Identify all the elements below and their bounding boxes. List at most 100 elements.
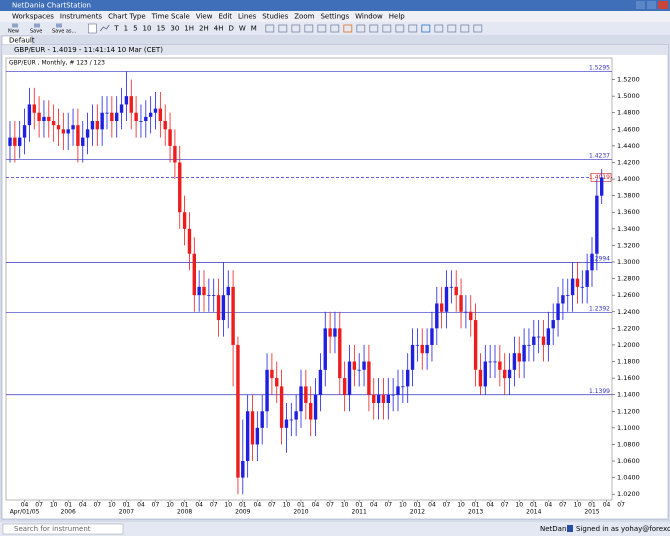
period-button[interactable]: M <box>251 25 257 33</box>
candle-body <box>541 336 546 345</box>
period-button[interactable]: 4H <box>214 25 224 33</box>
x-tick-label: 01 <box>64 502 72 509</box>
candle-body <box>600 177 604 196</box>
period-button[interactable]: 30 <box>170 25 179 33</box>
menu-item[interactable]: Help <box>389 13 406 21</box>
x-tick-label: 07 <box>501 502 509 509</box>
period-button[interactable]: 2H <box>199 25 209 33</box>
candle-body <box>386 394 390 403</box>
x-tick-label: 04 <box>137 502 145 509</box>
x-tick-label: 04 <box>21 502 29 509</box>
x-year-label: 2008 <box>177 509 192 516</box>
candle-body <box>595 195 599 254</box>
tool-icon[interactable] <box>395 24 405 33</box>
tool-icon[interactable] <box>291 24 301 33</box>
x-tick-label: 07 <box>617 502 625 509</box>
search-placeholder[interactable]: Search for instrument <box>14 525 91 533</box>
candle-body <box>139 121 143 122</box>
candle-body <box>27 104 32 126</box>
x-tick-label: 04 <box>79 502 87 509</box>
tool-icon[interactable] <box>304 24 314 33</box>
menu-item[interactable]: Settings <box>320 13 349 21</box>
y-tick-label: 1.4800 <box>617 109 640 117</box>
candle-body <box>202 286 206 296</box>
y-tick-label: 1.2200 <box>617 324 640 332</box>
y-tick-label: 1.4400 <box>617 142 640 150</box>
candle-body <box>124 96 129 105</box>
x-year-label: 2015 <box>584 509 599 516</box>
candle-body <box>47 116 51 122</box>
candle-body <box>158 108 163 122</box>
menu-item[interactable]: Edit <box>218 13 232 21</box>
menu-item[interactable]: Time Scale <box>151 13 190 21</box>
chart-type-icon[interactable] <box>88 23 97 34</box>
candle-body <box>221 295 226 321</box>
period-button[interactable]: 1 <box>124 25 128 33</box>
tab-label[interactable]: Default <box>9 37 35 45</box>
period-button[interactable]: 10 <box>143 25 152 33</box>
tool-icon[interactable] <box>408 24 418 33</box>
period-button[interactable]: 1H <box>184 25 194 33</box>
tool-icon[interactable] <box>421 24 431 33</box>
close-button[interactable] <box>658 1 668 9</box>
menu-item[interactable]: Instruments <box>60 13 103 21</box>
menu-item[interactable]: Chart Type <box>108 13 146 21</box>
minimize-button[interactable] <box>636 1 645 9</box>
period-button[interactable]: D <box>228 25 233 33</box>
period-button[interactable]: 5 <box>133 25 137 33</box>
candle-body <box>522 344 526 362</box>
tool-icon[interactable] <box>265 24 275 33</box>
signed-in: Signed in as yohay@forexcrunch.com <box>576 525 670 533</box>
menu-item[interactable]: Workspaces <box>12 13 54 21</box>
menu-item[interactable]: Zoom <box>294 13 314 21</box>
candle-body <box>556 303 560 321</box>
x-tick-label: 04 <box>545 502 553 509</box>
toolbar-icon[interactable] <box>34 23 40 28</box>
toolbar-icon[interactable] <box>12 23 18 28</box>
tool-icon[interactable] <box>382 24 392 33</box>
x-tick-label: 01 <box>472 502 480 509</box>
period-button[interactable]: W <box>239 25 246 33</box>
level-label: 1.1399 <box>589 388 610 395</box>
x-tick-label: 01 <box>297 502 305 509</box>
candle-body <box>119 104 124 113</box>
tool-icon[interactable] <box>317 24 327 33</box>
candle-body <box>362 361 366 370</box>
candle-body <box>396 386 400 395</box>
candle-body <box>100 112 104 130</box>
maximize-button[interactable] <box>647 1 656 9</box>
candle-body <box>289 419 293 421</box>
period-button[interactable]: T <box>113 25 119 33</box>
menu-item[interactable]: Studies <box>262 13 288 21</box>
menu-item[interactable]: View <box>196 13 213 21</box>
toolbar-button[interactable]: Save <box>30 29 42 35</box>
y-tick-label: 1.2800 <box>617 275 640 283</box>
tool-icon[interactable] <box>434 24 444 33</box>
line-icon[interactable] <box>100 24 110 32</box>
candle-body <box>299 386 303 412</box>
menu-bar <box>0 11 670 22</box>
menu-item[interactable]: Lines <box>238 13 257 21</box>
brand: NetDania <box>540 525 573 533</box>
period-button[interactable]: 15 <box>156 25 165 33</box>
tool-icon[interactable] <box>473 24 483 33</box>
candle-body <box>110 112 114 122</box>
candle-body <box>81 137 85 146</box>
tool-icon[interactable] <box>369 24 379 33</box>
toolbar-icon[interactable] <box>56 23 62 28</box>
menu-item[interactable]: Window <box>355 13 383 21</box>
tool-icon[interactable] <box>343 24 353 33</box>
tool-icon[interactable] <box>447 24 457 33</box>
tool-icon[interactable] <box>460 24 470 33</box>
search-box[interactable] <box>2 523 124 535</box>
candle-body <box>536 336 541 338</box>
toolbar-button[interactable]: New <box>8 29 19 35</box>
candle-body <box>338 328 342 379</box>
candle-body <box>90 121 95 130</box>
tool-icon[interactable] <box>278 24 288 33</box>
tool-icon[interactable] <box>356 24 366 33</box>
toolbar-button[interactable]: Save as... <box>52 29 77 35</box>
x-tick-label: 10 <box>166 502 174 509</box>
tool-icon[interactable] <box>330 24 340 33</box>
